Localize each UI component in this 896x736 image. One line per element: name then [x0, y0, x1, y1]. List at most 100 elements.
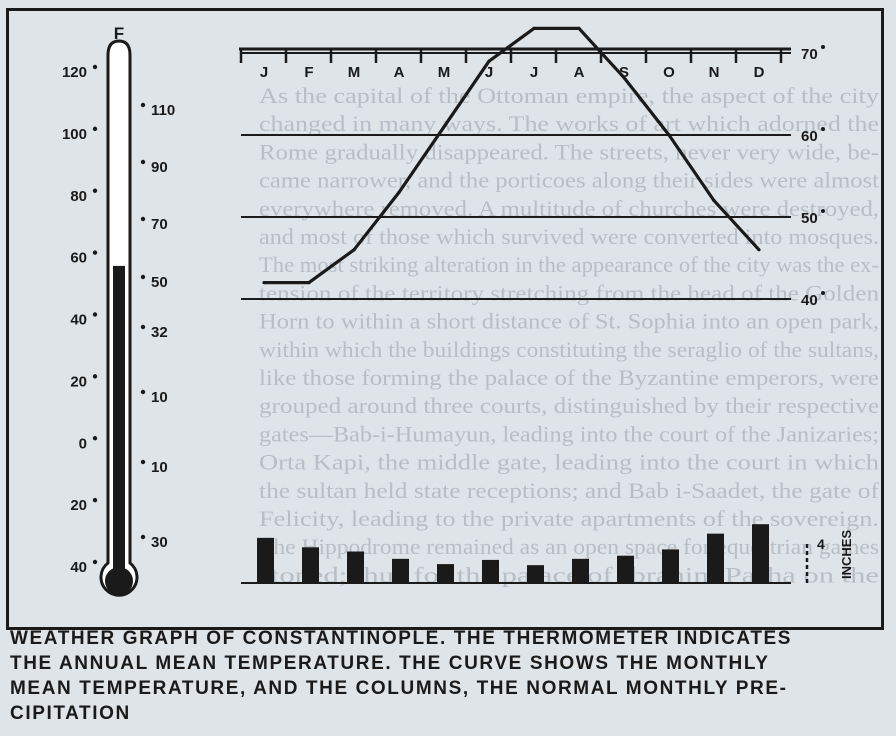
background-text-line: the sultan held state receptions; and Ba…: [259, 478, 880, 503]
background-text-line: came narrower, and the porticoes along t…: [259, 168, 879, 193]
background-text-line: The most striking alteration in the appe…: [259, 252, 879, 277]
month-label: J: [485, 64, 493, 81]
temperature-point: [307, 281, 311, 285]
background-text-line: and most of those which survived were co…: [259, 224, 879, 249]
temperature-point: [667, 133, 671, 137]
celsius-tick-label: 32: [151, 324, 168, 341]
month-label: A: [394, 64, 405, 81]
background-page-text: As the capital of the Ottoman empire, th…: [259, 83, 880, 587]
temperature-axis-label: 40: [801, 292, 818, 309]
fahrenheit-tick-dot: [92, 374, 98, 379]
temperature-axis-label: 60: [801, 128, 818, 145]
month-label: J: [260, 64, 268, 81]
month-label: N: [709, 64, 720, 81]
temperature-point: [757, 248, 761, 252]
fahrenheit-tick-label: 40: [70, 312, 87, 329]
celsius-tick-dot: [140, 159, 146, 165]
fahrenheit-tick-label: 20: [70, 497, 87, 514]
precipitation-bar: [527, 565, 544, 583]
precipitation-bar: [572, 558, 589, 583]
celsius-tick-label: 70: [151, 216, 168, 233]
background-text-line: changed in many ways. The works of art w…: [259, 111, 879, 136]
degree-dot: [821, 291, 825, 295]
background-text-line: Rome gradually disappeared. The streets,…: [259, 139, 879, 164]
temperature-point: [262, 281, 266, 285]
precipitation-bar: [257, 537, 274, 583]
month-label: M: [438, 64, 451, 81]
precipitation-bar: [437, 564, 454, 583]
precipitation-bar: [347, 551, 364, 583]
weather-graph: As the capital of the Ottoman empire, th…: [62, 24, 880, 597]
precipitation-bar: [662, 549, 679, 583]
background-text-line: grouped around three courts, distinguish…: [259, 393, 879, 418]
month-label: A: [574, 64, 585, 81]
precipitation-bar: [392, 558, 409, 583]
temperature-axis-label: 50: [801, 210, 818, 227]
background-text-line: like those forming the palace of the Byz…: [259, 365, 879, 390]
celsius-tick-label: 30: [151, 534, 168, 551]
month-label: D: [754, 64, 765, 81]
celsius-tick-label: 10: [151, 389, 168, 406]
celsius-tick-label: 90: [151, 159, 168, 176]
precipitation-chart: 4 INCHES: [241, 524, 854, 584]
caption-text: Weather graph of Constantinople. The the…: [10, 628, 793, 724]
month-label: S: [619, 64, 629, 81]
thermometer-bulb: [105, 567, 133, 595]
figure-caption: Weather graph of Constantinople. The the…: [10, 626, 880, 726]
fahrenheit-tick-dot: [92, 312, 98, 317]
background-text-line: Felicity, leading to the private apartme…: [259, 506, 879, 531]
fahrenheit-tick-label: 60: [70, 250, 87, 267]
temperature-axis-label: 70: [801, 46, 818, 63]
background-text-line: gates—Bab-i-Humayun, leading into the co…: [259, 421, 879, 446]
fahrenheit-tick-dot: [92, 497, 98, 503]
thermometer-unit-label: F: [114, 24, 124, 43]
temperature-point: [352, 248, 356, 252]
temperature-point: [622, 76, 626, 80]
background-text-line: As the capital of the Ottoman empire, th…: [259, 83, 879, 108]
fahrenheit-tick-label: 40: [70, 559, 87, 576]
degree-dot: [821, 45, 825, 49]
fahrenheit-tick-label: 100: [62, 126, 87, 143]
degree-dot: [821, 127, 825, 131]
month-label: F: [304, 64, 313, 81]
celsius-tick-dot: [140, 324, 146, 330]
month-label: J: [530, 64, 538, 81]
celsius-tick-dot: [140, 459, 146, 465]
precipitation-bar: [302, 547, 319, 583]
fahrenheit-tick-dot: [92, 188, 98, 193]
month-label: O: [663, 64, 675, 81]
month-label: M: [348, 64, 361, 81]
temperature-curve: [264, 26, 761, 285]
fahrenheit-tick-dot: [92, 436, 98, 441]
precipitation-unit-label: INCHES: [839, 530, 854, 579]
celsius-tick-label: 10: [151, 459, 168, 476]
temperature-point: [577, 26, 581, 30]
celsius-tick-dot: [140, 216, 146, 222]
fahrenheit-tick-dot: [92, 250, 98, 255]
temperature-point: [532, 26, 536, 30]
background-text-line: Orta Kapi, the middle gate, leading into…: [259, 450, 879, 475]
fahrenheit-tick-dot: [92, 126, 98, 132]
precipitation-bar: [752, 524, 769, 583]
celsius-tick-label: 50: [151, 274, 168, 291]
background-text-line: Horn to within a short distance of St. S…: [259, 309, 879, 334]
fahrenheit-tick-label: 20: [70, 373, 87, 390]
thermometer: F 120 100 80 60 40 20 0 20 40 110 90 70 50 32 10 10 30: [62, 24, 175, 597]
fahrenheit-tick-dot: [92, 64, 98, 70]
background-text-line: tension of the territory stretching from…: [259, 280, 879, 305]
fahrenheit-tick-label: 0: [79, 435, 87, 452]
precipitation-scale-label: 4: [817, 536, 825, 552]
fahrenheit-tick-dot: [92, 559, 98, 565]
temperature-point: [397, 190, 401, 194]
precipitation-bar: [617, 555, 634, 583]
celsius-tick-label: 110: [151, 102, 175, 119]
temperature-point: [712, 199, 716, 203]
temperature-chart: 70 60 50 40: [241, 26, 825, 309]
celsius-tick-dot: [140, 534, 146, 540]
background-text-line: within which the buildings constituting …: [259, 337, 879, 362]
celsius-tick-dot: [140, 274, 146, 280]
chart-frame: As the capital of the Ottoman empire, th…: [6, 8, 884, 630]
precipitation-bar: [707, 533, 724, 583]
fahrenheit-tick-label: 120: [62, 64, 87, 81]
